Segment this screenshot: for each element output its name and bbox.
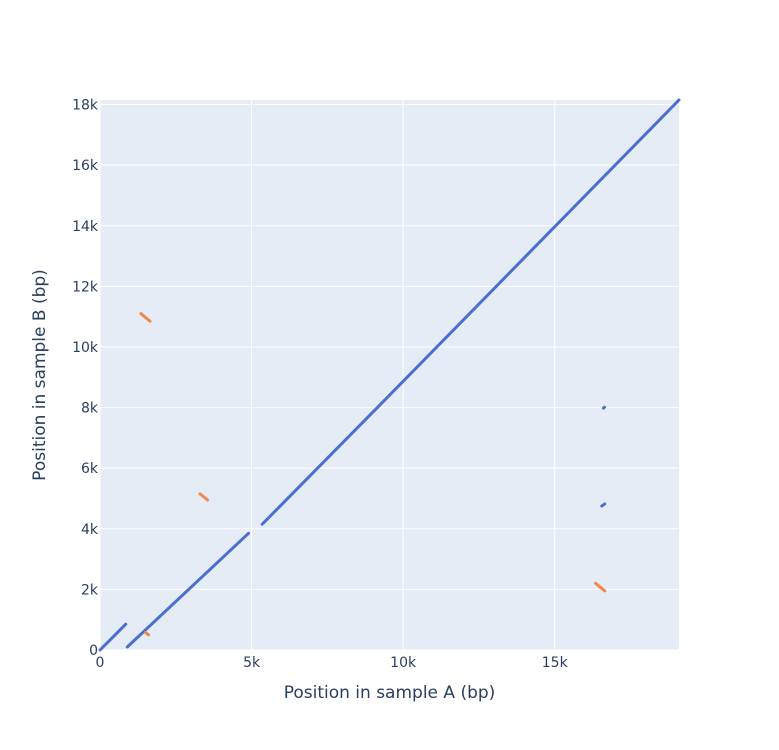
y-tick-label-5: 10k: [72, 340, 99, 356]
reverse-segment-2: [198, 492, 210, 502]
reverse-segment-3: [594, 581, 607, 593]
y-tick-label-3: 6k: [81, 461, 99, 477]
forward-alignment-series: [98, 98, 681, 652]
x-tick-label-2: 10k: [390, 655, 417, 671]
y-tick-label-9: 18k: [72, 98, 99, 114]
reverse-segment-1: [143, 630, 151, 637]
y-axis-title: Position in sample B (bp): [30, 269, 50, 481]
forward-segment-1: [125, 531, 251, 649]
x-axis-tick-labels: 0 5k 10k 15k: [96, 655, 569, 671]
y-tick-label-0: 0: [89, 643, 98, 659]
y-tick-label-2: 4k: [81, 522, 99, 538]
reverse-alignment-series: [139, 312, 607, 637]
forward-segment-3: [375, 98, 681, 410]
y-tick-label-8: 16k: [72, 158, 99, 174]
y-tick-label-1: 2k: [81, 582, 99, 598]
plot-background: [100, 100, 679, 650]
forward-segment-4: [600, 502, 607, 508]
forward-segment-5: [602, 405, 606, 410]
y-axis-tick-labels: 0 2k 4k 6k 8k 10k 12k 14k 16k 18k: [72, 98, 99, 659]
grid-lines: [99, 100, 679, 651]
forward-segment-2: [260, 406, 379, 526]
x-tick-label-3: 15k: [542, 655, 569, 671]
y-tick-label-6: 12k: [72, 279, 99, 295]
forward-segment-0: [98, 622, 128, 652]
x-axis-title: Position in sample A (bp): [284, 683, 496, 703]
x-tick-label-1: 5k: [243, 655, 261, 671]
reverse-segment-0: [139, 312, 152, 323]
y-tick-label-4: 8k: [81, 401, 99, 417]
x-tick-label-0: 0: [96, 655, 105, 671]
alignment-segments: [98, 98, 681, 652]
y-tick-label-7: 14k: [72, 219, 99, 235]
